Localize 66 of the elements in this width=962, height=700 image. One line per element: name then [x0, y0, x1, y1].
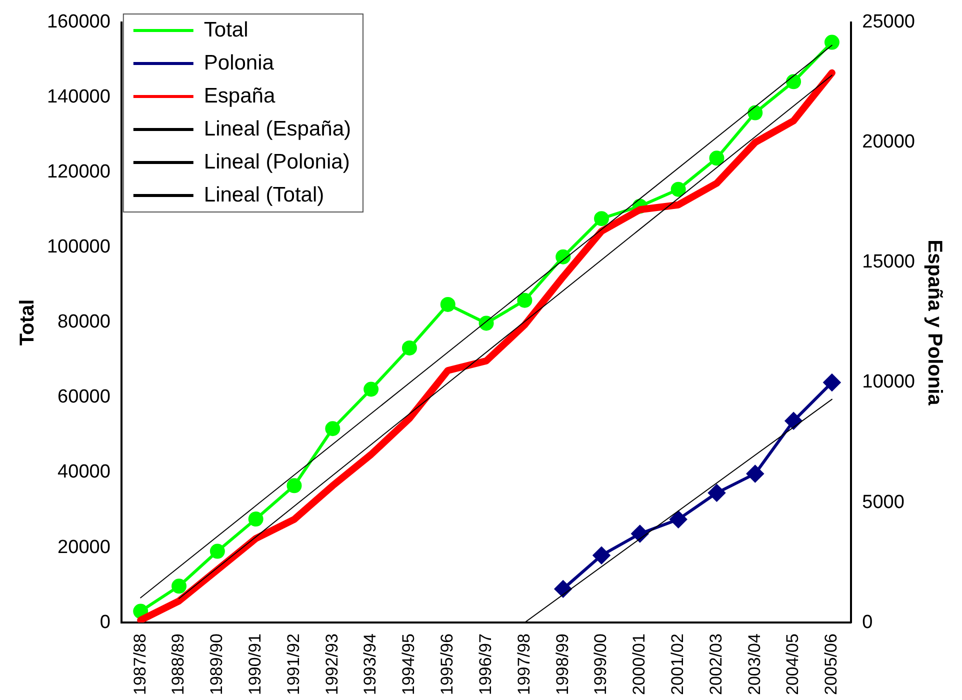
- y-tick-label: 100000: [46, 236, 110, 258]
- x-tick-label: 1987/88: [130, 634, 150, 695]
- x-tick-label: 1996/97: [476, 634, 495, 695]
- y-tick-label: 40000: [58, 462, 110, 483]
- point: [554, 580, 572, 598]
- x-tick-label: 1995/96: [438, 634, 457, 695]
- legend-label: Lineal (Polonia): [204, 150, 350, 174]
- y2-tick-label: 10000: [862, 372, 916, 393]
- x-tick-label: 1998/99: [552, 634, 572, 695]
- y-tick-label: 20000: [58, 536, 110, 558]
- point: [785, 412, 802, 430]
- y-tick-label: 160000: [46, 12, 110, 33]
- point: [746, 465, 764, 482]
- legend-label: Total: [204, 18, 248, 42]
- x-tick-label: 2002/03: [706, 634, 726, 695]
- x-tick-label: 1990/91: [246, 634, 265, 695]
- x-tick-label: 1993/94: [360, 634, 380, 695]
- x-tick-label: 2001/02: [668, 634, 688, 695]
- point: [670, 182, 686, 197]
- y2-tick-label: 5000: [862, 492, 904, 513]
- x-tick-label: 2003/04: [744, 634, 764, 695]
- point: [593, 546, 610, 564]
- point: [748, 105, 763, 120]
- point: [824, 34, 840, 50]
- x-tick-label: 1994/95: [399, 634, 418, 695]
- y-tick-label: 0: [100, 612, 110, 633]
- legend-label: Lineal (España): [204, 117, 351, 140]
- y-tick-label: 60000: [58, 386, 110, 408]
- point: [517, 292, 532, 308]
- legend-label: España: [204, 84, 276, 108]
- point: [402, 340, 417, 356]
- point: [210, 544, 225, 559]
- point: [556, 249, 571, 264]
- point: [248, 512, 264, 527]
- y2-tick-label: 20000: [862, 132, 916, 153]
- point: [670, 510, 687, 528]
- x-tick-label: 1988/89: [168, 634, 188, 695]
- y2-axis-title: España y Polonia: [923, 240, 946, 406]
- point: [709, 150, 724, 166]
- point: [172, 578, 187, 594]
- x-tick-label: 2004/05: [783, 634, 802, 695]
- x-tick-label: 1992/93: [322, 634, 342, 695]
- x-tick-label: 1989/90: [207, 634, 226, 695]
- y-tick-label: 140000: [46, 86, 110, 108]
- y2-tick-label: 15000: [862, 252, 916, 273]
- y-axis-title: Total: [16, 299, 39, 346]
- y-tick-label: 120000: [46, 162, 110, 183]
- point: [325, 421, 340, 436]
- legend-label: Polonia: [204, 51, 274, 74]
- point: [823, 374, 840, 391]
- x-tick-label: 1999/00: [591, 634, 610, 695]
- x-tick-label: 1997/98: [514, 634, 534, 695]
- x-tick-label: 2005/06: [822, 634, 841, 695]
- y2-tick-label: 25000: [862, 12, 916, 33]
- point: [364, 382, 379, 397]
- point: [286, 478, 302, 494]
- y-tick-label: 80000: [58, 312, 110, 333]
- x-tick-label: 2000/01: [630, 634, 649, 695]
- legend-label: Lineal (Total): [204, 183, 324, 206]
- point: [440, 296, 456, 312]
- x-tick-label: 1991/92: [284, 634, 303, 695]
- point: [708, 484, 726, 502]
- point: [631, 525, 648, 542]
- point: [594, 211, 610, 226]
- point: [786, 74, 802, 90]
- y2-tick-label: 0: [862, 612, 873, 633]
